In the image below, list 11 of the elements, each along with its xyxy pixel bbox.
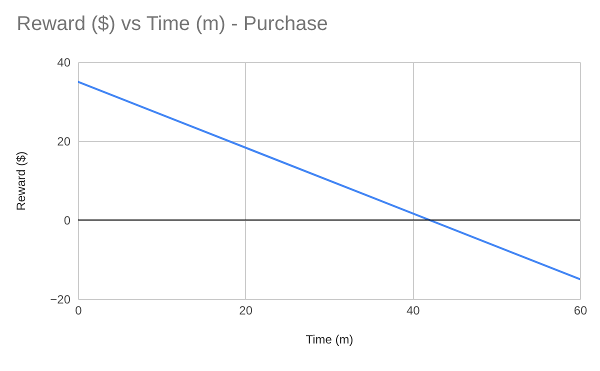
y-axis-title: Reward ($) — [14, 151, 28, 211]
y-tick-label: 20 — [57, 134, 71, 148]
y-tick-label: 0 — [64, 214, 71, 228]
x-tick-label: 0 — [75, 304, 82, 318]
x-tick-label: 60 — [574, 304, 588, 318]
x-tick-label: 20 — [239, 304, 253, 318]
y-tick-label: −20 — [50, 292, 71, 306]
x-tick-label: 40 — [406, 304, 420, 318]
chart-title: Reward ($) vs Time (m) - Purchase — [16, 13, 328, 35]
y-tick-label: 40 — [57, 56, 71, 70]
x-axis-title: Time (m) — [306, 332, 354, 346]
